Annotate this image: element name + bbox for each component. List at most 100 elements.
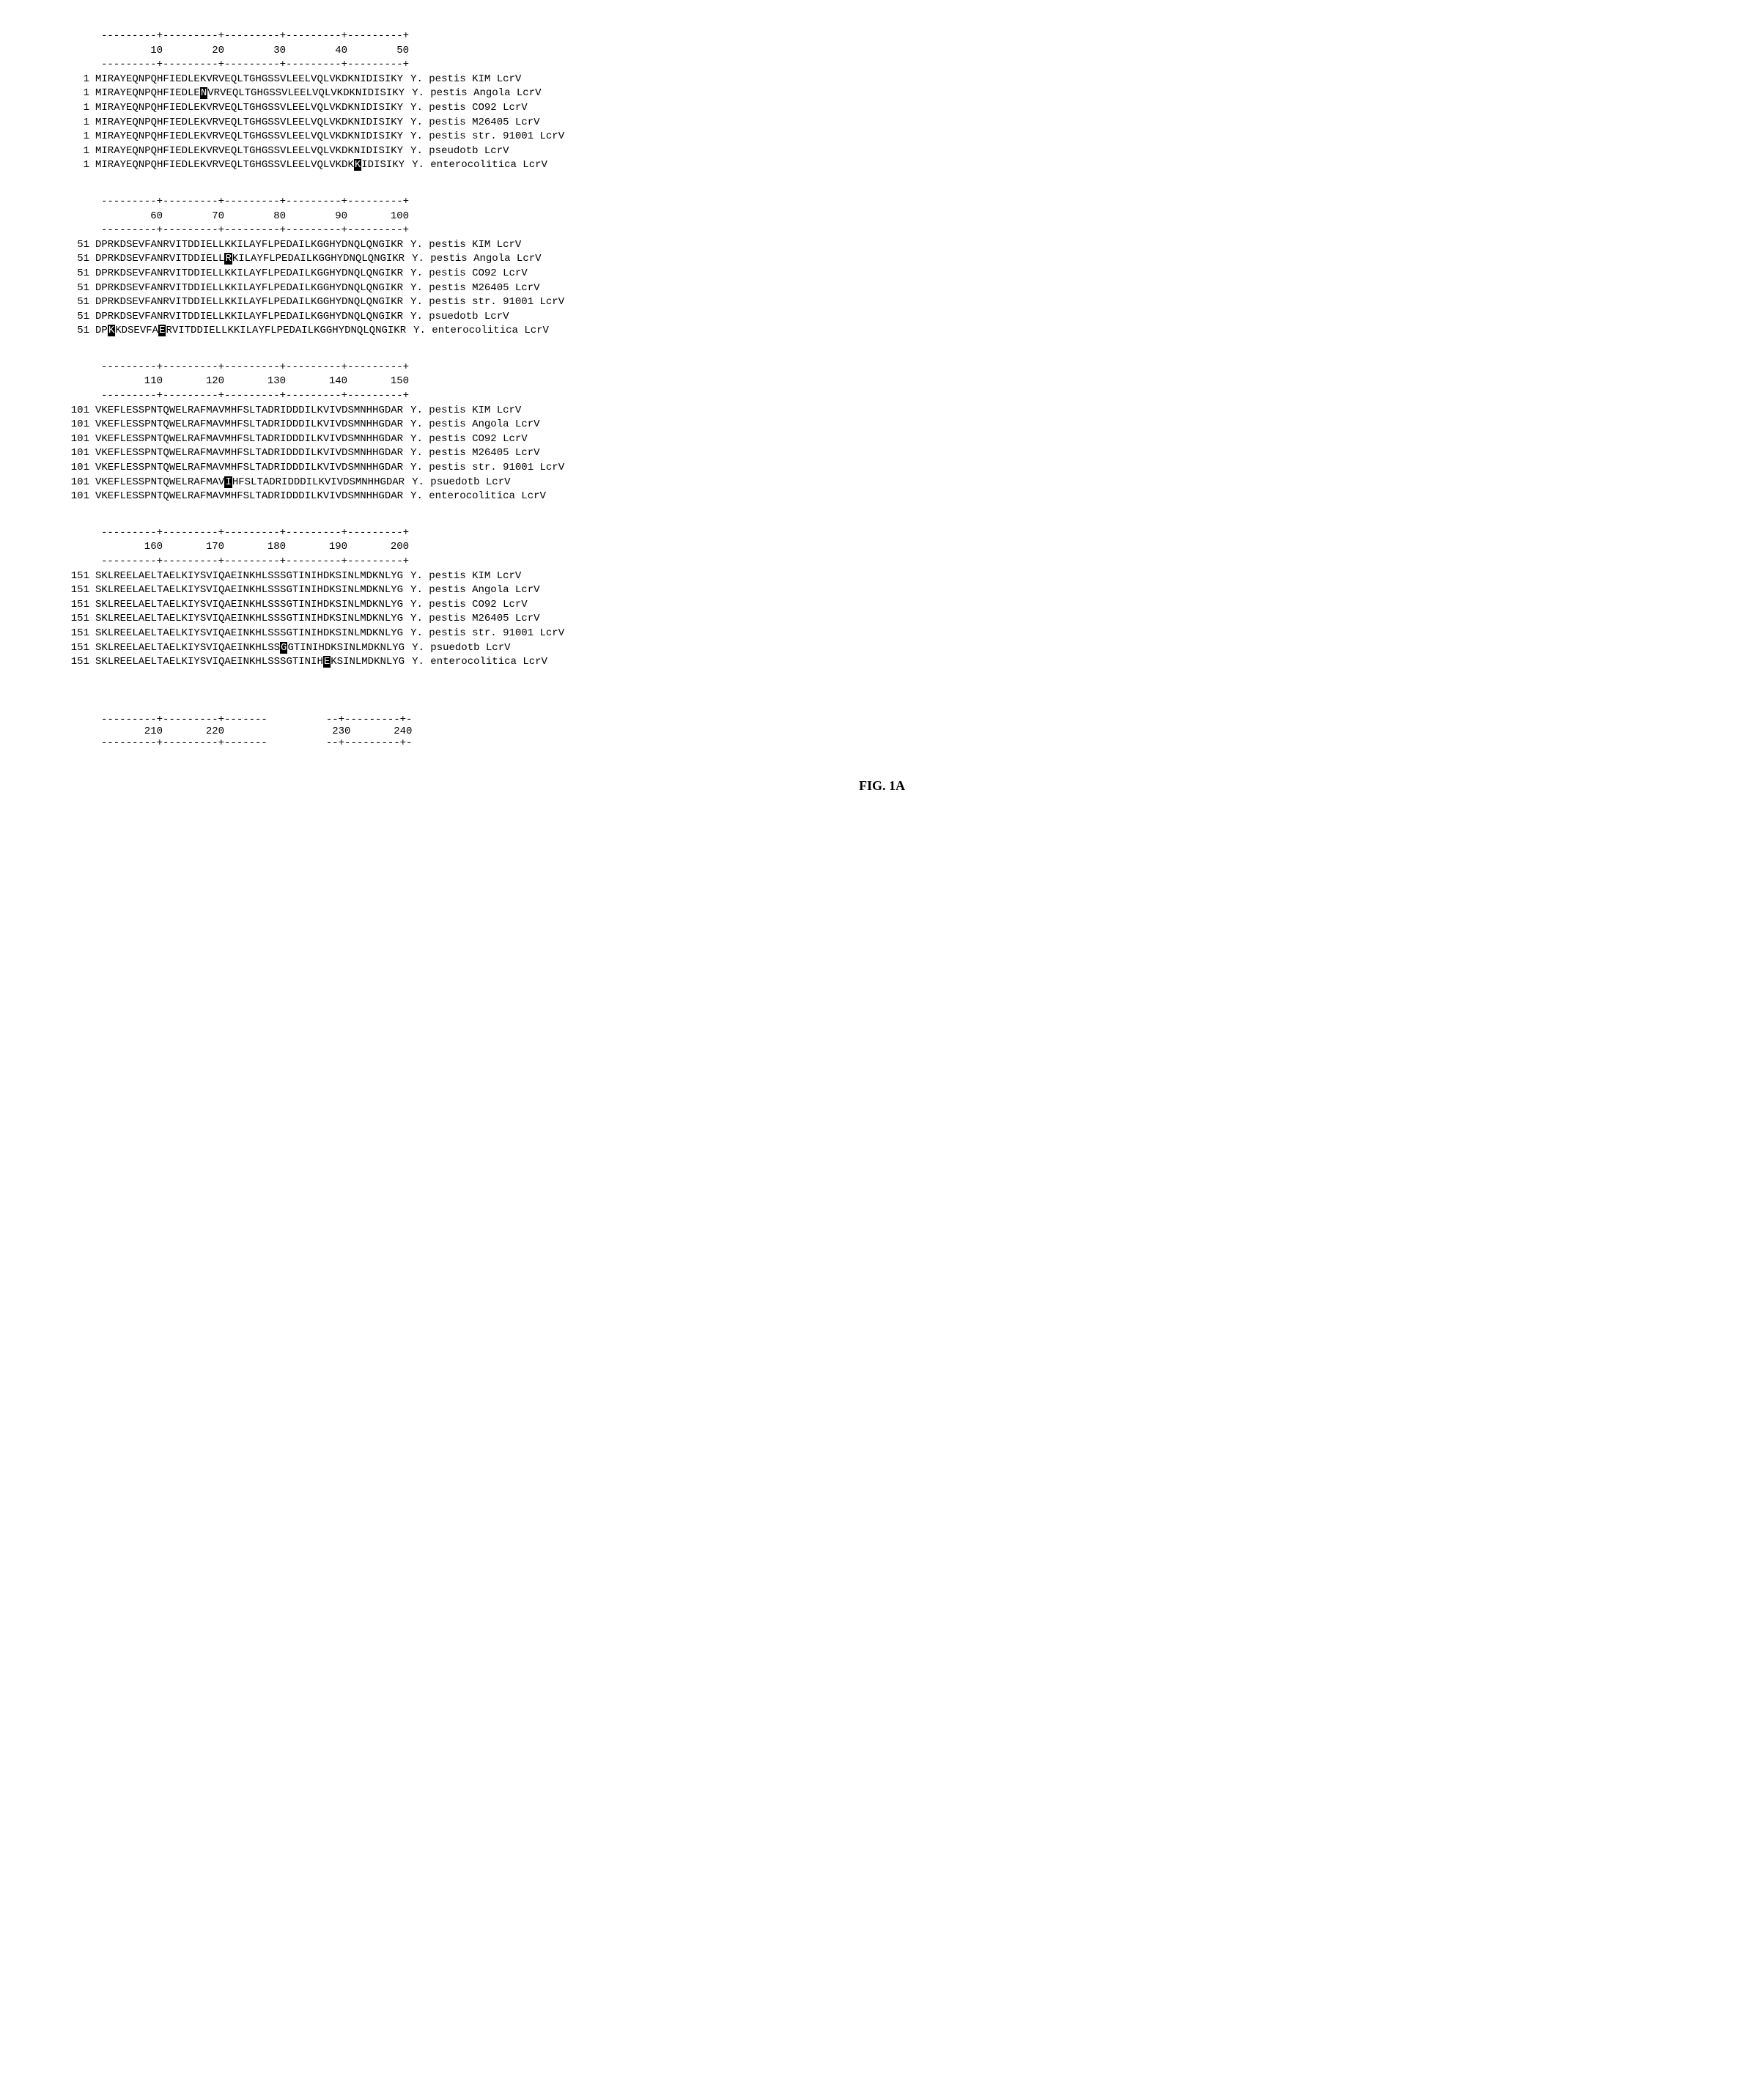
position-number: 151 xyxy=(59,641,95,656)
sequence-text: DPRKDSEVFANRVITDDIELLRKILAYFLPEDAILKGGHY… xyxy=(95,252,405,267)
sequence-row: 1MIRAYEQNPQHFIEDLEKVRVEQLTGHGSSVLEELVQLV… xyxy=(59,73,1705,87)
position-number: 101 xyxy=(59,461,95,476)
ruler-numbers: 10 20 30 40 50 xyxy=(101,44,1705,59)
sequence-row: 101VKEFLESSPNTQWELRAFMAVMHFSLTADRIDDDILK… xyxy=(59,446,1705,461)
sequence-label: Y. pestis CO92 LcrV xyxy=(403,598,528,613)
sequence-label: Y. pestis CO92 LcrV xyxy=(403,432,528,447)
sequence-text: VKEFLESSPNTQWELRAFMAVIHFSLTADRIDDDILKVIV… xyxy=(95,476,405,490)
sequence-row: 51DPRKDSEVFANRVITDDIELLKKILAYFLPEDAILKGG… xyxy=(59,281,1705,296)
sequence-row: 101VKEFLESSPNTQWELRAFMAVIHFSLTADRIDDDILK… xyxy=(59,476,1705,490)
sequence-row: 101VKEFLESSPNTQWELRAFMAVMHFSLTADRIDDDILK… xyxy=(59,461,1705,476)
position-number: 101 xyxy=(59,446,95,461)
position-number: 101 xyxy=(59,432,95,447)
sequence-text: DPRKDSEVFANRVITDDIELLKKILAYFLPEDAILKGGHY… xyxy=(95,281,403,296)
sequence-label: Y. pestis KIM LcrV xyxy=(403,404,521,418)
sequence-text: VKEFLESSPNTQWELRAFMAVMHFSLTADRIDDDILKVIV… xyxy=(95,404,403,418)
ruler-dashes: ---------+---------+---------+---------+… xyxy=(101,389,1705,404)
sequence-row: 51DPRKDSEVFANRVITDDIELLKKILAYFLPEDAILKGG… xyxy=(59,310,1705,325)
sequence-label: Y. psuedotb LcrV xyxy=(403,310,509,325)
sequence-row: 101VKEFLESSPNTQWELRAFMAVMHFSLTADRIDDDILK… xyxy=(59,418,1705,432)
sequence-row: 151SKLREELAELTAELKIYSVIQAEINKHLSSSGTINIH… xyxy=(59,627,1705,641)
ruler-dashes: ---------+---------+---------+---------+… xyxy=(101,29,1705,44)
highlighted-residue: R xyxy=(224,253,232,265)
position-number: 1 xyxy=(59,73,95,87)
position-number: 1 xyxy=(59,86,95,101)
highlighted-residue: E xyxy=(323,656,331,668)
highlighted-residue: K xyxy=(108,325,115,336)
sequence-label: Y. pestis CO92 LcrV xyxy=(403,101,528,116)
sequence-alignment-container: ---------+---------+---------+---------+… xyxy=(59,29,1705,670)
ruler-numbers: 110 120 130 140 150 xyxy=(101,374,1705,389)
sequence-text: MIRAYEQNPQHFIEDLEKVRVEQLTGHGSSVLEELVQLVK… xyxy=(95,130,403,144)
ruler-dashes: --+---------+- xyxy=(326,737,413,749)
sequence-row: 101VKEFLESSPNTQWELRAFMAVMHFSLTADRIDDDILK… xyxy=(59,490,1705,504)
sequence-label: Y. pestis str. 91001 LcrV xyxy=(403,295,564,310)
sequence-row: 101VKEFLESSPNTQWELRAFMAVMHFSLTADRIDDDILK… xyxy=(59,404,1705,418)
figure-caption: FIG. 1A xyxy=(59,778,1705,794)
sequence-text: SKLREELAELTAELKIYSVIQAEINKHLSSSGTINIHDKS… xyxy=(95,583,403,598)
sequence-text: VKEFLESSPNTQWELRAFMAVMHFSLTADRIDDDILKVIV… xyxy=(95,490,403,504)
sequence-label: Y. psuedotb LcrV xyxy=(405,641,510,656)
sequence-row: 51DPRKDSEVFANRVITDDIELLKKILAYFLPEDAILKGG… xyxy=(59,267,1705,281)
sequence-text: DPRKDSEVFANRVITDDIELLKKILAYFLPEDAILKGGHY… xyxy=(95,295,403,310)
position-number: 1 xyxy=(59,116,95,130)
sequence-row: 51DPRKDSEVFANRVITDDIELLKKILAYFLPEDAILKGG… xyxy=(59,238,1705,253)
position-number: 151 xyxy=(59,583,95,598)
highlighted-residue: E xyxy=(158,325,166,336)
sequence-row: 1MIRAYEQNPQHFIEDLEKVRVEQLTGHGSSVLEELVQLV… xyxy=(59,101,1705,116)
ruler-numbers: 230 240 xyxy=(326,726,413,737)
sequence-row: 101VKEFLESSPNTQWELRAFMAVMHFSLTADRIDDDILK… xyxy=(59,432,1705,447)
sequence-text: VKEFLESSPNTQWELRAFMAVMHFSLTADRIDDDILKVIV… xyxy=(95,461,403,476)
sequence-text: MIRAYEQNPQHFIEDLEKVRVEQLTGHGSSVLEELVQLVK… xyxy=(95,116,403,130)
ruler: ---------+---------+---------+---------+… xyxy=(59,29,1705,73)
sequence-label: Y. pestis KIM LcrV xyxy=(403,73,521,87)
alignment-block: ---------+---------+---------+---------+… xyxy=(59,29,1705,173)
position-number: 101 xyxy=(59,476,95,490)
position-number: 51 xyxy=(59,310,95,325)
ruler-dashes: --+---------+- xyxy=(326,714,413,726)
sequence-text: MIRAYEQNPQHFIEDLEKVRVEQLTGHGSSVLEELVQLVK… xyxy=(95,158,405,173)
sequence-text: VKEFLESSPNTQWELRAFMAVMHFSLTADRIDDDILKVIV… xyxy=(95,446,403,461)
sequence-label: Y. pestis Angola LcrV xyxy=(405,252,541,267)
alignment-block: ---------+---------+---------+---------+… xyxy=(59,361,1705,504)
sequence-label: Y. pestis M26405 LcrV xyxy=(403,281,539,296)
sequence-label: Y. pestis M26405 LcrV xyxy=(403,116,539,130)
position-number: 151 xyxy=(59,627,95,641)
ruler-dashes: ---------+---------+------- xyxy=(101,714,267,726)
position-number: 51 xyxy=(59,295,95,310)
position-number: 51 xyxy=(59,238,95,253)
sequence-row: 1MIRAYEQNPQHFIEDLEKVRVEQLTGHGSSVLEELVQLV… xyxy=(59,116,1705,130)
sequence-row: 51DPRKDSEVFANRVITDDIELLKKILAYFLPEDAILKGG… xyxy=(59,295,1705,310)
sequence-text: SKLREELAELTAELKIYSVIQAEINKHLSSSGTINIHEKS… xyxy=(95,655,405,670)
sequence-label: Y. enterocolitica LcrV xyxy=(403,490,546,504)
sequence-label: Y. pestis KIM LcrV xyxy=(403,238,521,253)
ruler-dashes: ---------+---------+---------+---------+… xyxy=(101,555,1705,569)
position-number: 151 xyxy=(59,569,95,584)
position-number: 151 xyxy=(59,612,95,627)
position-number: 101 xyxy=(59,490,95,504)
ruler-dashes: ---------+---------+---------+---------+… xyxy=(101,58,1705,73)
sequence-text: DPKKDSEVFAERVITDDIELLKKILAYFLPEDAILKGGHY… xyxy=(95,324,406,339)
sequence-label: Y. pestis str. 91001 LcrV xyxy=(403,461,564,476)
sequence-row: 151SKLREELAELTAELKIYSVIQAEINKHLSSSGTINIH… xyxy=(59,655,1705,670)
position-number: 51 xyxy=(59,252,95,267)
sequence-row: 151SKLREELAELTAELKIYSVIQAEINKHLSSGGTINIH… xyxy=(59,641,1705,656)
ruler-numbers: 160 170 180 190 200 xyxy=(101,540,1705,555)
highlighted-residue: K xyxy=(354,159,361,171)
sequence-row: 151SKLREELAELTAELKIYSVIQAEINKHLSSSGTINIH… xyxy=(59,569,1705,584)
position-number: 1 xyxy=(59,158,95,173)
highlighted-residue: N xyxy=(200,87,207,99)
ruler-dashes: ---------+---------+---------+---------+… xyxy=(101,224,1705,238)
sequence-label: Y. enterocolitica LcrV xyxy=(406,324,549,339)
highlighted-residue: G xyxy=(280,642,287,654)
sequence-text: DPRKDSEVFANRVITDDIELLKKILAYFLPEDAILKGGHY… xyxy=(95,310,403,325)
sequence-text: MIRAYEQNPQHFIEDLEKVRVEQLTGHGSSVLEELVQLVK… xyxy=(95,101,403,116)
sequence-text: SKLREELAELTAELKIYSVIQAEINKHLSSGGTINIHDKS… xyxy=(95,641,405,656)
ruler: ---------+---------+---------+---------+… xyxy=(59,195,1705,238)
position-number: 1 xyxy=(59,144,95,159)
ruler: ---------+---------+---------+---------+… xyxy=(59,361,1705,404)
ruler: ---------+---------+---------+---------+… xyxy=(59,526,1705,569)
sequence-row: 51DPRKDSEVFANRVITDDIELLRKILAYFLPEDAILKGG… xyxy=(59,252,1705,267)
ruler-numbers: 60 70 80 90 100 xyxy=(101,210,1705,224)
sequence-text: MIRAYEQNPQHFIEDLENVRVEQLTGHGSSVLEELVQLVK… xyxy=(95,86,405,101)
